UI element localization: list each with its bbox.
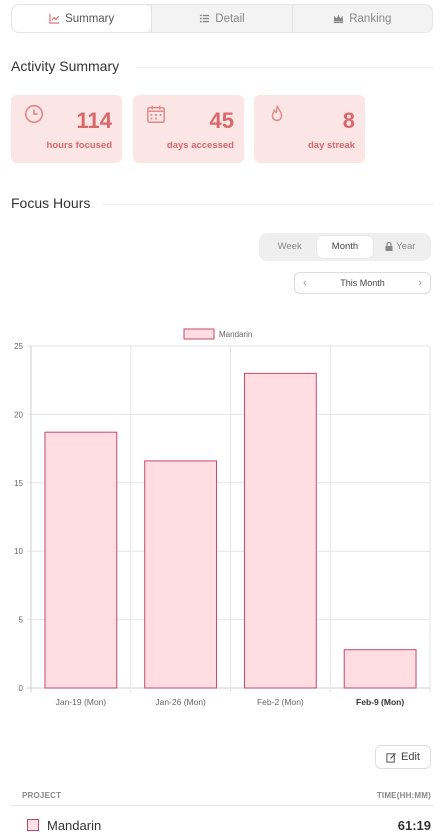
tab-label: Detail <box>215 12 245 25</box>
y-tick-label: 20 <box>14 410 23 419</box>
period-navigator: ‹ This Month › <box>294 272 431 294</box>
chevron-right-icon[interactable]: › <box>418 277 422 289</box>
y-tick-label: 25 <box>14 342 23 351</box>
tab-label: Ranking <box>349 12 392 25</box>
x-tick-label: Feb-2 (Mon) <box>257 697 304 707</box>
flame-icon <box>271 105 283 122</box>
lock-icon <box>385 241 393 251</box>
tab-ranking[interactable]: Ranking <box>291 5 432 32</box>
edit-label: Edit <box>401 751 420 763</box>
range-label: Month <box>331 241 359 252</box>
tab-detail[interactable]: Detail <box>151 5 291 32</box>
legend-swatch <box>183 328 215 340</box>
tab-summary[interactable]: Summary <box>12 5 152 32</box>
column-time: TIME(HH:MM) <box>376 791 431 800</box>
range-label: Week <box>277 241 302 252</box>
bar <box>44 431 118 689</box>
bar <box>343 649 417 689</box>
stat-value: 45 <box>209 108 234 133</box>
list-icon <box>200 14 210 23</box>
range-selector: Week Month Year <box>259 233 431 261</box>
x-tick-label: Feb-9 (Mon) <box>356 697 404 707</box>
range-month[interactable]: Month <box>317 236 373 258</box>
chart-icon <box>49 13 60 24</box>
stat-value: 8 <box>342 108 355 133</box>
stat-card-streak: 8 day streak <box>254 95 365 163</box>
edit-button[interactable]: Edit <box>375 745 431 769</box>
table-row[interactable]: Mandarin 61:19 <box>11 812 433 832</box>
section-divider <box>136 67 433 68</box>
column-project: PROJECT <box>22 791 62 800</box>
table-header: PROJECT TIME(HH:MM) <box>11 788 433 806</box>
focus-hours-chart: 0 5 10 15 20 25 Jan-19 (Mon) Jan-26 (Mon) Feb-2 … <box>14 328 431 707</box>
edit-icon <box>386 752 397 763</box>
y-tick-label: 5 <box>19 616 24 625</box>
stat-label: hours focused <box>46 140 112 151</box>
x-tick-label: Jan-19 (Mon) <box>56 697 107 707</box>
chevron-left-icon[interactable]: ‹ <box>303 277 307 289</box>
activity-summary-title: Activity Summary <box>11 58 120 74</box>
project-name: Mandarin <box>47 818 102 832</box>
range-label: Year <box>396 241 416 252</box>
stat-value: 114 <box>76 108 113 133</box>
y-tick-label: 15 <box>14 479 23 488</box>
y-tick-label: 0 <box>19 684 24 693</box>
period-label: This Month <box>340 278 385 288</box>
stat-label: days accessed <box>166 140 234 151</box>
stat-card-days: 45 days accessed <box>133 95 244 163</box>
bar <box>144 460 218 689</box>
project-time: 61:19 <box>397 818 431 832</box>
stat-label: day streak <box>307 140 355 151</box>
range-week[interactable]: Week <box>262 236 317 258</box>
legend-label: Mandarin <box>219 330 252 339</box>
y-tick-label: 10 <box>14 547 23 556</box>
x-tick-label: Jan-26 (Mon) <box>155 697 206 707</box>
stat-card-hours: 114 hours focused <box>11 95 122 163</box>
project-color-swatch <box>27 819 39 831</box>
calendar-icon <box>147 105 165 123</box>
crown-icon <box>334 14 344 24</box>
clock-icon <box>24 104 44 124</box>
section-divider <box>103 204 433 205</box>
bar <box>243 372 317 689</box>
range-year[interactable]: Year <box>373 236 428 258</box>
view-tabs: Summary Detail Ranking <box>11 4 433 33</box>
tab-label: Summary <box>65 12 115 25</box>
focus-hours-title: Focus Hours <box>11 195 91 211</box>
